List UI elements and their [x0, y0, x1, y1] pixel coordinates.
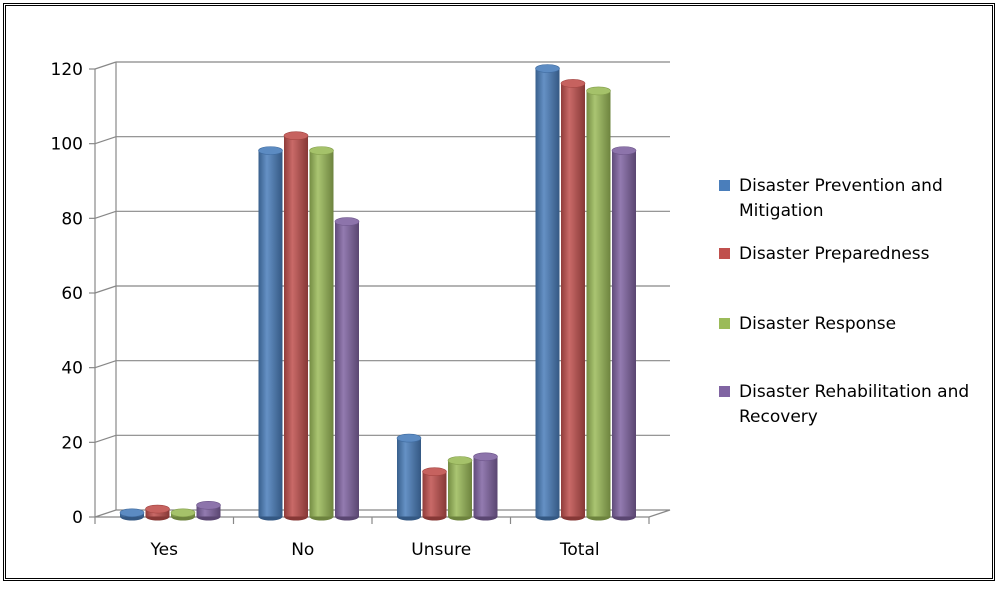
legend-label: Disaster Rehabilitation and Recovery — [739, 382, 970, 427]
bar-cap — [447, 456, 473, 465]
legend-item: Disaster Preparedness — [719, 242, 989, 267]
bar — [283, 131, 309, 521]
legend-item: Disaster Response — [719, 312, 989, 337]
y-tick-label: 40 — [61, 359, 83, 379]
y-tick-label: 60 — [61, 284, 83, 304]
bar-body — [612, 150, 636, 517]
bar-cap — [334, 217, 360, 226]
bar-cap — [473, 452, 498, 462]
bar — [119, 508, 145, 521]
bar — [473, 452, 498, 521]
bar-cap — [586, 86, 611, 96]
x-tick-label: No — [291, 540, 314, 560]
legend-swatch — [719, 318, 730, 329]
bar — [170, 508, 196, 521]
bar-cap — [611, 146, 637, 155]
bar-body — [473, 456, 498, 517]
y-axis-ticks: 0 20 40 60 80 100 120 — [51, 60, 95, 528]
bar-body — [422, 471, 447, 517]
bar — [560, 79, 586, 521]
bar-cap — [309, 146, 334, 155]
bar-body — [535, 68, 560, 517]
bar — [422, 467, 447, 521]
bar-cap — [258, 146, 283, 155]
legend-swatch — [719, 386, 730, 397]
bar-cap — [170, 508, 196, 518]
bar — [145, 504, 170, 521]
bar-cap — [560, 79, 586, 88]
y-tick-label: 80 — [61, 209, 83, 229]
x-axis-ticks: Yes No Unsure Total — [94, 517, 650, 560]
legend-label: Disaster Preparedness — [739, 244, 930, 264]
bar-cap — [535, 64, 560, 73]
bar-cap — [422, 467, 447, 477]
bar-chart: 0 20 40 60 80 100 120 Yes No Unsure Total — [51, 60, 671, 560]
bar-body — [309, 150, 334, 517]
legend-swatch — [719, 180, 730, 191]
x-tick-label: Total — [559, 540, 600, 560]
bar-body — [561, 83, 585, 517]
bar-body — [448, 460, 472, 517]
gridline-side — [94, 210, 117, 219]
gridline-side — [94, 285, 117, 294]
legend-label: Disaster Response — [739, 314, 897, 334]
bar-body — [196, 505, 221, 517]
bar — [258, 146, 283, 521]
bar-cap — [145, 504, 170, 514]
bar — [334, 217, 360, 521]
x-tick-label: Yes — [150, 540, 179, 560]
bar-body — [586, 90, 611, 517]
bar-cap — [283, 131, 309, 140]
bar-body — [397, 438, 421, 517]
bar-cap — [396, 433, 422, 443]
legend-item: Disaster Prevention and Mitigation — [719, 174, 989, 224]
bar-body — [335, 221, 359, 517]
y-tick-label: 20 — [61, 433, 83, 453]
chart-frame: 0 20 40 60 80 100 120 Yes No Unsure Total Disaste… — [3, 3, 995, 581]
bar — [309, 146, 334, 521]
bar-body — [284, 135, 308, 517]
gridline-side — [94, 360, 117, 369]
y-tick-label: 100 — [51, 135, 83, 155]
bar — [447, 456, 473, 521]
y-tick-label: 120 — [51, 60, 83, 80]
gridline-side — [94, 61, 117, 70]
gridline-side — [94, 136, 117, 145]
bar — [196, 500, 221, 521]
legend-swatch — [719, 248, 730, 259]
bar-cap — [119, 508, 145, 518]
bar-cap — [196, 500, 221, 510]
bar-body — [258, 150, 283, 517]
bar — [586, 86, 611, 521]
bar — [611, 146, 637, 521]
gridline-side — [94, 434, 117, 443]
bar — [396, 433, 422, 521]
bar — [535, 64, 560, 521]
legend-label: Disaster Prevention and Mitigation — [739, 176, 943, 221]
x-tick-label: Unsure — [411, 540, 471, 560]
legend-item: Disaster Rehabilitation and Recovery — [719, 380, 989, 430]
y-tick-label: 0 — [72, 508, 83, 528]
bars — [119, 64, 637, 521]
